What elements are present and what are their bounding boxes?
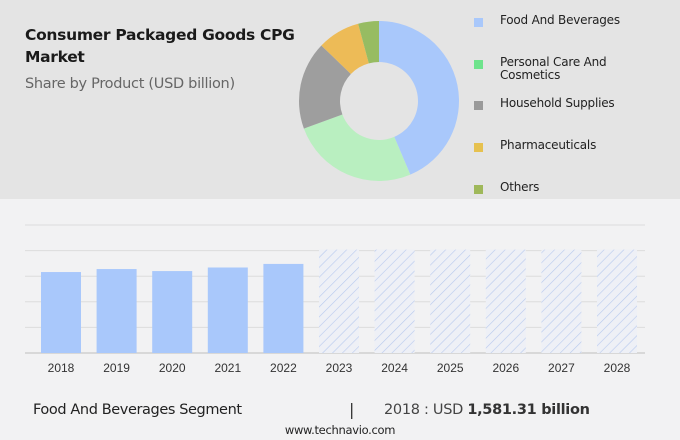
legend-label: Personal Care And Cosmetics: [500, 55, 607, 82]
donut-slice-others: [358, 21, 379, 64]
x-tick-label: 2026: [492, 361, 519, 375]
legend-label: Household Supplies: [500, 96, 615, 110]
forecast-bar-2025: [430, 249, 471, 353]
footer-separator: |: [349, 400, 355, 419]
x-tick-label: 2023: [326, 361, 353, 375]
legend-item-food-and-beverages: Food And Beverages: [474, 14, 620, 27]
bar-2019: [96, 269, 137, 353]
legend-swatch: [474, 185, 483, 194]
x-axis-ticks: 2018 2019 2020 2021 2022 2023 2024 2025 2026 2027…: [48, 361, 631, 375]
bar-2022: [263, 263, 304, 353]
forecast-bar-2027: [541, 249, 582, 353]
legend-label-line2: Cosmetics: [500, 67, 561, 82]
legend-swatch: [474, 143, 483, 152]
legend-swatch: [474, 101, 483, 110]
donut-slice-household-supplies: [299, 45, 351, 129]
legend-item-household-supplies: Household Supplies: [474, 96, 615, 110]
forecast-bar-2026: [485, 249, 526, 353]
bar-2020: [152, 271, 193, 353]
bar-2021: [207, 267, 248, 353]
donut-slice-food-and-beverages: [379, 21, 460, 175]
source-url: www.technavio.com: [284, 423, 396, 437]
x-tick-label: 2027: [548, 361, 575, 375]
legend-label: Others: [500, 180, 540, 194]
bar-chart: 2018 2019 2020 2021 2022 2023 2024 2025 2026 2027…: [25, 224, 645, 375]
legend-item-pharmaceuticals: Pharmaceuticals: [474, 139, 596, 152]
bar-2018: [41, 272, 81, 353]
x-tick-label: 2022: [270, 361, 297, 375]
legend-item-others: Others: [474, 181, 539, 194]
donut-slice-personal-care-and-cosmetics: [303, 114, 411, 181]
legend-swatch: [474, 60, 483, 69]
footer-value-amount: 1,581.31 billion: [467, 402, 590, 418]
forecast-bar-2028: [597, 249, 637, 353]
donut-chart: [299, 21, 460, 181]
legend-label: Food And Beverages: [500, 13, 620, 27]
footer-value: 2018 : USD 1,581.31 billion: [384, 402, 590, 418]
x-tick-label: 2019: [103, 361, 130, 375]
legend-swatch: [474, 18, 483, 27]
forecast-bar-2023: [319, 249, 359, 353]
footer-segment-label: Food And Beverages Segment: [33, 402, 242, 418]
x-tick-label: 2025: [437, 361, 464, 375]
legend-label: Pharmaceuticals: [500, 138, 597, 152]
legend: Food And Beverages Personal Care And Cos…: [474, 0, 680, 199]
donut-slice-pharmaceuticals: [321, 23, 369, 74]
x-tick-label: 2028: [604, 361, 631, 375]
x-tick-label: 2020: [159, 361, 186, 375]
forecast-bar-2024: [374, 249, 415, 353]
bars: [41, 249, 637, 353]
legend-item-personal-care: Personal Care And Cosmetics: [474, 55, 607, 82]
page-title: Consumer Packaged Goods CPG Market: [25, 26, 295, 66]
x-tick-label: 2018: [48, 361, 75, 375]
x-tick-label: 2021: [214, 361, 241, 375]
x-tick-label: 2024: [381, 361, 408, 375]
legend-label-line1: Personal Care And: [500, 55, 607, 69]
footer-value-prefix: 2018 : USD: [384, 402, 463, 418]
page-subtitle: Share by Product (USD billion): [25, 76, 235, 92]
